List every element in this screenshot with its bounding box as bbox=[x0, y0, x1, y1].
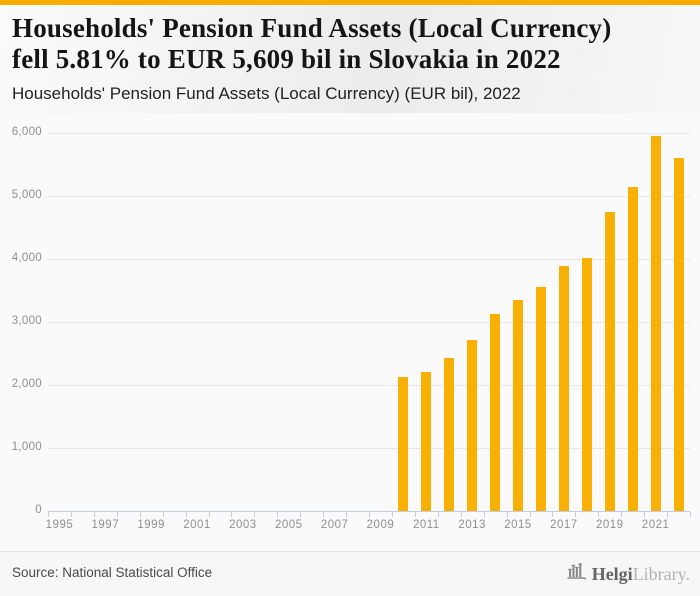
x-axis-tick bbox=[208, 512, 210, 517]
x-axis-tick-label: 2005 bbox=[274, 519, 303, 531]
y-axis-tick-label: 5,000 bbox=[11, 189, 42, 201]
x-axis-tick-label: 2017 bbox=[550, 519, 578, 531]
x-axis-tick bbox=[575, 512, 577, 517]
x-axis-tick bbox=[529, 512, 531, 517]
bar-2012 bbox=[444, 357, 455, 511]
bar-2010 bbox=[398, 377, 409, 511]
source-note: Source: National Statistical Office bbox=[12, 565, 213, 580]
x-axis-tick-label: 2003 bbox=[229, 519, 257, 531]
x-axis-tick bbox=[254, 512, 256, 517]
x-axis-tick bbox=[690, 512, 691, 517]
y-axis-tick-label: 2,000 bbox=[11, 378, 42, 390]
x-axis-tick bbox=[483, 512, 485, 517]
y-gridline bbox=[48, 322, 690, 323]
x-axis-tick bbox=[414, 512, 416, 517]
x-axis-tick bbox=[667, 512, 669, 517]
x-axis-line bbox=[48, 511, 690, 512]
y-axis-tick-label: 6,000 bbox=[11, 126, 42, 138]
y-gridline bbox=[48, 259, 690, 260]
x-axis-tick bbox=[644, 512, 646, 517]
x-axis-tick-label: 2015 bbox=[504, 519, 532, 531]
x-axis-tick-label: 2007 bbox=[320, 519, 349, 531]
chart-footer: Source: National Statistical Office bbox=[0, 552, 700, 596]
helgi-library-logo[interactable]: HelgiLibrary. bbox=[566, 562, 690, 586]
x-axis-tick bbox=[552, 512, 554, 517]
y-gridline bbox=[48, 196, 690, 197]
x-axis-tick-label: 2021 bbox=[641, 519, 670, 531]
y-axis-tick-label: 1,000 bbox=[11, 441, 42, 453]
x-axis-tick bbox=[437, 512, 439, 517]
x-axis-tick bbox=[93, 512, 95, 517]
y-gridline bbox=[48, 133, 690, 134]
x-axis-tick bbox=[139, 512, 141, 517]
logo-word-library: Library. bbox=[632, 563, 690, 584]
page-title-line1: Households' Pension Fund Assets (Local C… bbox=[12, 13, 612, 43]
bar-chart-plot-area: 0 1,000 2,000 3,000 4,000 5,000 6,000 1995 1997 1… bbox=[0, 113, 700, 551]
x-axis-tick-label: 2009 bbox=[366, 519, 395, 531]
bar-2019 bbox=[604, 211, 615, 511]
x-axis-tick-label: 2013 bbox=[458, 519, 486, 531]
chart-header: Households' Pension Fund Assets (Local C… bbox=[0, 5, 700, 113]
x-axis-tick bbox=[231, 512, 233, 517]
x-axis-tick-label: 1999 bbox=[137, 519, 165, 531]
y-axis-tick-label: 3,000 bbox=[11, 315, 42, 327]
x-axis-tick bbox=[48, 512, 49, 517]
x-axis-tick bbox=[346, 512, 348, 517]
y-axis-tick-label: 4,000 bbox=[11, 252, 42, 264]
x-axis-tick-label: 1995 bbox=[45, 519, 74, 531]
logo-word-helgi: Helgi bbox=[591, 563, 633, 584]
x-axis-tick bbox=[185, 512, 187, 517]
helgi-logo-bar-chart-icon bbox=[566, 562, 588, 586]
bar-2018 bbox=[581, 258, 592, 511]
bar-2021 bbox=[650, 135, 661, 511]
chart-subtitle: Households' Pension Fund Assets (Local C… bbox=[12, 84, 521, 103]
bar-2020 bbox=[627, 187, 638, 511]
x-axis-tick bbox=[300, 512, 302, 517]
page-title-line2: fell 5.81% to EUR 5,609 bil in Slovakia … bbox=[12, 44, 561, 74]
x-axis-tick bbox=[369, 512, 370, 517]
bar-2022 bbox=[673, 157, 684, 511]
x-axis-tick bbox=[70, 512, 72, 517]
bar-2013 bbox=[467, 339, 478, 511]
page-title: Households' Pension Fund Assets (Local C… bbox=[12, 13, 686, 75]
x-axis-tick bbox=[460, 512, 462, 517]
y-gridline bbox=[48, 385, 690, 386]
bar-2015 bbox=[513, 299, 524, 511]
x-axis-tick bbox=[162, 512, 164, 517]
x-axis-tick bbox=[116, 512, 118, 517]
bar-2016 bbox=[535, 286, 546, 511]
accent-top-strip bbox=[0, 0, 700, 5]
x-axis-tick bbox=[598, 512, 600, 517]
y-gridline bbox=[48, 448, 690, 449]
bar-2017 bbox=[558, 265, 569, 511]
x-axis-tick-label: 2001 bbox=[183, 519, 211, 531]
x-axis-tick bbox=[277, 512, 279, 517]
bar-2011 bbox=[421, 372, 432, 511]
chart-panel: 0 1,000 2,000 3,000 4,000 5,000 6,000 1995 1997 1… bbox=[0, 113, 700, 552]
y-axis-tick-label: 0 bbox=[35, 504, 42, 516]
x-axis-tick-label: 2019 bbox=[595, 519, 624, 531]
x-axis-tick-label: 1997 bbox=[91, 519, 120, 531]
bar-2014 bbox=[490, 313, 501, 511]
x-axis-tick bbox=[621, 512, 623, 517]
logo-wordmark: HelgiLibrary. bbox=[592, 564, 690, 585]
x-axis-tick bbox=[323, 512, 325, 517]
x-axis-tick bbox=[506, 512, 508, 517]
x-axis-tick bbox=[391, 512, 393, 517]
x-axis-tick-label: 2011 bbox=[412, 519, 440, 531]
